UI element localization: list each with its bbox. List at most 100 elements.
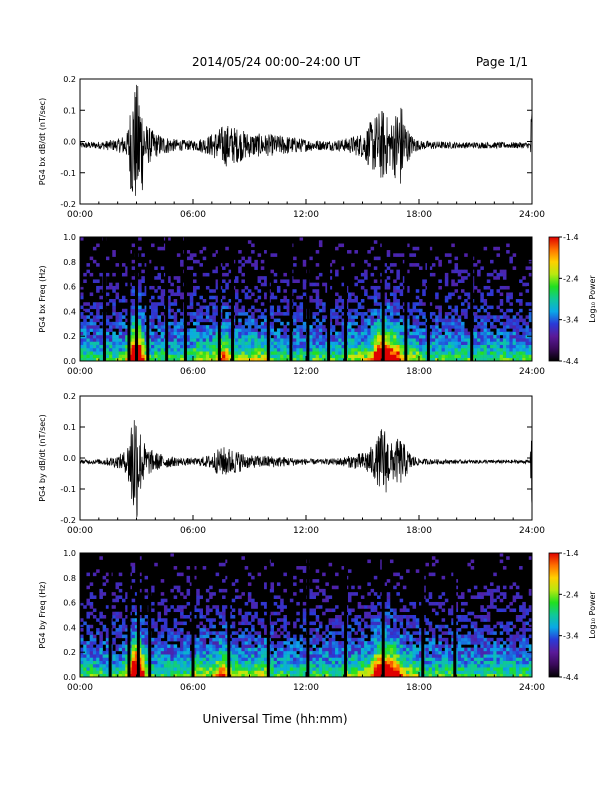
spectrogram-cell [261,312,265,316]
spectrogram-cell [96,648,100,652]
spectrogram-cell [222,644,226,648]
spectrogram-cell [461,332,465,336]
spectrogram-cell [219,635,223,639]
spectrogram-cell [157,664,161,668]
spectrogram-cell [361,354,365,358]
spectrogram-cell [170,338,174,342]
spectrogram-cell [312,667,316,671]
spectrogram-cell [387,332,391,336]
spectrogram-cell [448,608,452,612]
spectrogram-cell [438,661,442,665]
spectrogram-cell [393,325,397,329]
spectrogram-cell [222,296,226,300]
spectrogram-cell [445,283,449,287]
spectrogram-cell [371,670,375,674]
colorbar-tick-label: -2.4 [563,274,579,283]
spectrogram-cell [371,319,375,323]
spectrogram-cell [374,618,378,622]
spectrogram-cell [516,348,520,352]
spectrogram-cell [206,612,210,616]
spectrogram-cell [390,631,394,635]
spectrogram-cell [300,319,304,323]
spectrogram-cell [435,328,439,332]
spectrogram-cell [170,302,174,306]
spectrogram-cell [371,247,375,251]
spectrogram-cell [403,635,407,639]
spectrogram-cell [374,657,378,661]
spectrogram-cell [235,348,239,352]
spectrogram-cell [170,657,174,661]
spectrogram-cell [500,292,504,296]
spectrogram-cell [351,345,355,349]
spectrogram-cell [480,322,484,326]
spectrogram-cell [377,315,381,319]
spectrogram-cell [506,250,510,254]
spectrogram-cell [303,328,307,332]
spectrogram-cell [400,608,404,612]
spectrogram-cell [254,602,258,606]
spectrogram-cell [296,641,300,645]
spectrogram-cell [416,309,420,313]
spectrogram-cell [496,315,500,319]
spectrogram-cell [106,345,110,349]
spectrogram-cell [422,332,426,336]
spectrogram-cell [274,319,278,323]
spectrogram-cell [496,273,500,277]
spectrogram-cell [325,667,329,671]
spectrogram-cell [480,341,484,345]
spectrogram-cell [254,612,258,616]
spectrogram-cell [361,657,365,661]
trace-line [80,85,532,196]
spectrogram-cell [193,289,197,293]
x-axis-title: Universal Time (hh:mm) [202,712,347,726]
spectrogram-cell [193,328,197,332]
spectrogram-cell [348,592,352,596]
spectrogram-cell [503,335,507,339]
spectrogram-cell [300,348,304,352]
spectrogram-cell [251,292,255,296]
spectrogram-cell [316,335,320,339]
spectrogram-cell [193,315,197,319]
spectrogram-cell [484,351,488,355]
spectrogram-cell [361,641,365,645]
spectrogram-cell [371,345,375,349]
spectrogram-cell [335,661,339,665]
spectrogram-cell [319,309,323,313]
spectrogram-cell [442,670,446,674]
spectrogram-cell [203,566,207,570]
spectrogram-cell [354,631,358,635]
spectrogram-cell [367,341,371,345]
spectrogram-cell [413,338,417,342]
spectrogram-cell [445,328,449,332]
spectrogram-cell [258,657,262,661]
spectrogram-cell [106,286,110,290]
spectrogram-cell [86,332,90,336]
spectrogram-cell [526,302,530,306]
spectrogram-cell [390,648,394,652]
spectrogram-cell [442,661,446,665]
spectrogram-cell [290,661,294,665]
spectrogram-cell [377,641,381,645]
spectrogram-cell [96,654,100,658]
spectrogram-cell [413,661,417,665]
spectrogram-cell [367,648,371,652]
spectrogram-cell [338,322,342,326]
spectrogram-cell [157,319,161,323]
spectrogram-cell [419,312,423,316]
spectrogram-cell [212,345,216,349]
spectrogram-cell [119,348,123,352]
spectrogram-cell [99,589,103,593]
spectrogram-cell [86,328,90,332]
spectrogram-cell [312,612,316,616]
spectrogram-cell [309,608,313,612]
spectrogram-cell [448,312,452,316]
spectrogram-cell [493,247,497,251]
spectrogram-cell [513,325,517,329]
spectrogram-cell [274,348,278,352]
spectrogram-cell [93,302,97,306]
spectrogram-cell [90,635,94,639]
spectrogram-cell [348,332,352,336]
spectrogram-cell [251,602,255,606]
spectrogram-cell [496,354,500,358]
spectrogram-cell [387,599,391,603]
